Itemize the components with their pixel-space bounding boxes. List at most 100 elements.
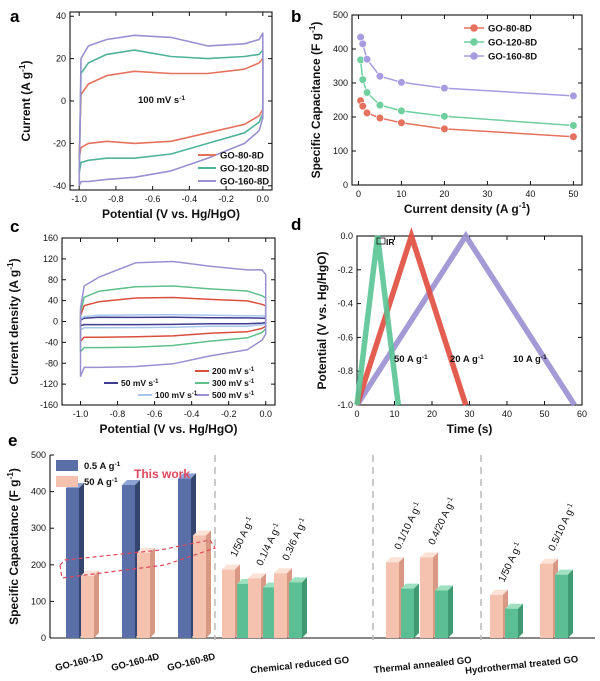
lit-bar-high-top xyxy=(540,558,558,564)
lit-bar-low-side xyxy=(302,577,307,638)
lit-bar-low-side xyxy=(448,585,453,638)
x-tick-label: -0.4 xyxy=(184,409,200,419)
data-point xyxy=(358,75,367,84)
cv-loop-200 mV s-1 xyxy=(79,296,267,343)
x-tick-label: -0.8 xyxy=(108,194,124,204)
gcd-curve-50 A g-1 xyxy=(354,235,402,406)
x-axis-label: Potential (V vs. Hg/HgO) xyxy=(99,422,237,436)
panel-label: c xyxy=(10,217,19,236)
y-tick-label: 300 xyxy=(31,523,46,533)
data-point xyxy=(440,124,449,133)
y-tick-label: 40 xyxy=(48,296,58,306)
lit-bar-high xyxy=(222,569,235,638)
x-tick-label: 60 xyxy=(577,409,587,419)
legend-label: 50 mV s-1 xyxy=(121,378,159,388)
lit-bar-high-top xyxy=(274,568,292,574)
x-tick-label: -1.0 xyxy=(71,194,87,204)
category-label: Hydrothermal treated GO xyxy=(465,654,579,677)
x-axis-label: Time (s) xyxy=(447,422,493,436)
data-point xyxy=(397,118,406,127)
y-tick-label: 500 xyxy=(333,10,348,20)
x-tick-label: 0.0 xyxy=(259,409,272,419)
y-tick-label: -80 xyxy=(45,358,58,368)
x-axis-label: Current density (A g-1) xyxy=(404,200,530,216)
plot-frame xyxy=(356,235,583,406)
y-tick-label: 200 xyxy=(31,560,46,570)
data-point xyxy=(362,55,372,64)
lit-bar-high xyxy=(386,562,399,638)
group-label: GO-160-1D xyxy=(54,651,104,674)
series-line-GO-120-8D xyxy=(359,59,574,127)
rate-label-20: 20 A g-1 xyxy=(450,354,484,366)
lit-bar-high-top xyxy=(490,589,508,595)
data-point xyxy=(569,121,578,130)
data-point xyxy=(358,39,367,49)
lit-bar-high xyxy=(490,594,503,638)
series-line-GO-160-8D xyxy=(359,36,574,97)
lit-bar-low-top xyxy=(555,569,573,575)
y-tick-label: -0.8 xyxy=(337,366,353,376)
x-tick-label: 30 xyxy=(482,189,492,199)
legend-label: 100 mV s-1 xyxy=(155,390,198,400)
x-tick-label: 30 xyxy=(464,409,474,419)
x-tick-label: 10 xyxy=(389,409,399,419)
legend-label: GO-160-8D xyxy=(220,177,269,188)
lit-bar-low xyxy=(237,583,250,638)
legend-label: GO-80-8D xyxy=(488,24,532,35)
lit-bar-high-top xyxy=(248,573,266,579)
bar-0.5A-GO-160-8D xyxy=(178,478,191,638)
lit-bar-low xyxy=(263,587,276,638)
legend-label: 0.5 A g-1 xyxy=(84,461,121,473)
lit-bar-high xyxy=(540,563,553,638)
y-tick-label: 300 xyxy=(333,78,348,88)
x-tick-label: 40 xyxy=(502,409,512,419)
lit-bar-low-side xyxy=(414,583,419,638)
y-axis-label: Current (A g-1) xyxy=(17,60,33,141)
scan-rate-annotation: 100 mV s-1 xyxy=(138,95,185,107)
data-point xyxy=(375,100,385,110)
x-tick-label: -1.0 xyxy=(73,409,89,419)
lit-bar-high xyxy=(248,578,261,638)
legend-marker xyxy=(470,24,478,32)
x-tick-label: 0.0 xyxy=(257,194,270,204)
y-tick-label: 80 xyxy=(48,275,58,285)
panel-label: e xyxy=(8,431,17,450)
x-tick-label: 40 xyxy=(525,189,535,199)
y-tick-label: 120 xyxy=(43,254,58,264)
series-line-GO-80-8D xyxy=(359,100,574,138)
rate-label-10: 10 A g-1 xyxy=(513,354,547,366)
x-tick-label: -0.8 xyxy=(110,409,126,419)
lit-bar-high-top xyxy=(386,557,404,563)
y-tick-label: 500 xyxy=(31,450,46,460)
legend-label: 200 mV s-1 xyxy=(212,366,255,376)
y-tick-label: 160 xyxy=(43,233,58,243)
x-tick-label: -0.2 xyxy=(218,194,234,204)
y-tick-label: 0.0 xyxy=(340,231,353,241)
lit-bar-high-top xyxy=(222,564,240,570)
y-tick-label: 200 xyxy=(333,112,348,122)
y-tick-label: 0 xyxy=(343,180,348,190)
lit-bar-low-top xyxy=(435,585,453,591)
rate-label: 0.5/10 A g-1 xyxy=(546,502,578,553)
bar-50A-GO-160-8D xyxy=(193,535,206,638)
bar-0.5A-GO-160-8D-top xyxy=(178,473,196,479)
group-label: GO-160-4D xyxy=(110,651,160,674)
bar-50A-GO-160-8D-side xyxy=(206,530,211,638)
bar-50A-GO-160-1D xyxy=(81,575,94,638)
lit-bar-low xyxy=(289,582,302,638)
ir-label: IR xyxy=(386,237,395,247)
bar-50A-GO-160-1D-side xyxy=(94,570,99,638)
x-tick-label: 50 xyxy=(568,189,578,199)
lit-bar-low-side xyxy=(568,569,573,638)
x-tick-label: 50 xyxy=(539,409,549,419)
panel-label: a xyxy=(10,7,20,26)
x-tick-label: -0.6 xyxy=(145,194,161,204)
legend-marker xyxy=(470,38,478,46)
bar-50A-GO-160-4D-side xyxy=(150,547,155,638)
x-tick-label: -0.4 xyxy=(182,194,198,204)
x-tick-label: 10 xyxy=(396,189,406,199)
group-label: GO-160-8D xyxy=(166,651,216,674)
y-tick-label: 100 xyxy=(333,146,348,156)
